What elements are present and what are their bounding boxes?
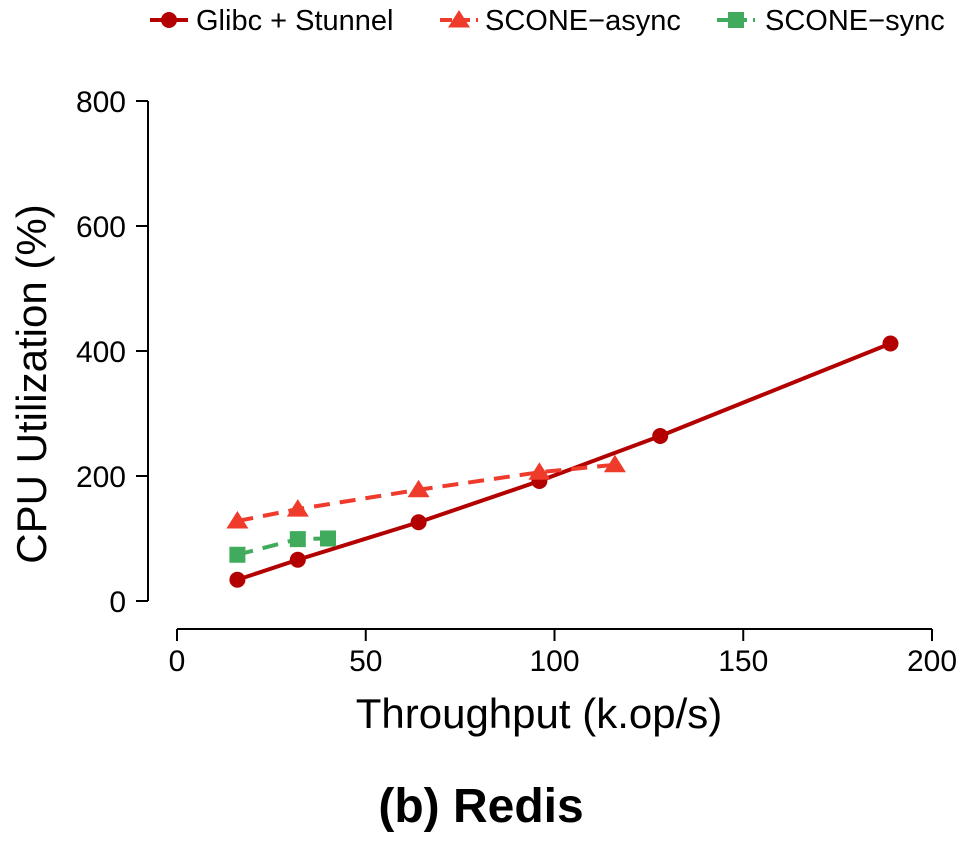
data-point-1-1 (286, 499, 309, 517)
y-axis-title: CPU Utilization (%) (8, 204, 55, 563)
y-tick-label: 0 (109, 586, 126, 619)
data-point-0-4 (652, 428, 669, 444)
chart-caption: (b) Redis (378, 780, 583, 833)
series-0 (229, 335, 899, 588)
x-tick-label: 50 (349, 645, 382, 678)
data-point-1-2 (407, 479, 430, 498)
data-point-0-2 (410, 514, 427, 531)
data-point-1-4 (603, 454, 626, 473)
x-tick-label: 150 (718, 645, 768, 678)
data-point-0-1 (289, 551, 306, 568)
x-axis-title: Throughput (k.op/s) (356, 690, 723, 737)
y-tick-label: 800 (76, 86, 126, 119)
x-ticks: 0 50 100 150 200 (169, 629, 957, 678)
data-point-2-1 (289, 531, 306, 548)
x-tick-label: 100 (529, 645, 579, 678)
data-point-0-0 (229, 571, 246, 588)
y-tick-label: 400 (76, 336, 126, 369)
series-line-2 (236, 536, 329, 557)
data-point-1-3 (528, 462, 551, 480)
y-axis: 0 200 400 600 800 (76, 86, 149, 619)
data-point-0-5 (882, 335, 899, 352)
legend-label-2: SCONE−sync (765, 5, 945, 37)
y-ticks: 0 200 400 600 800 (76, 86, 148, 619)
data-point-1-0 (226, 511, 249, 529)
legend: Glibc + Stunnel SCONE−async SCONE−sync (150, 5, 945, 37)
legend-marker-0 (161, 12, 177, 28)
series-1 (226, 454, 626, 529)
x-tick-label: 200 (907, 645, 957, 678)
plot-area (226, 335, 899, 588)
legend-item-1: SCONE−async (440, 5, 681, 37)
legend-label-0: Glibc + Stunnel (196, 5, 393, 37)
legend-marker-2 (728, 12, 744, 28)
legend-symbol-0 (150, 12, 188, 28)
x-tick-label: 0 (169, 645, 186, 678)
series-line-0 (236, 341, 892, 582)
legend-item-2: SCONE−sync (717, 5, 945, 37)
data-point-2-2 (320, 530, 336, 547)
legend-marker-1 (448, 10, 470, 28)
legend-item-0: Glibc + Stunnel (150, 5, 393, 37)
legend-label-1: SCONE−async (485, 5, 681, 37)
y-tick-label: 200 (76, 461, 126, 494)
x-axis: 0 50 100 150 200 (169, 628, 957, 678)
legend-symbol-2 (717, 12, 755, 28)
y-tick-label: 600 (76, 211, 126, 244)
legend-symbol-1 (440, 10, 478, 28)
data-point-2-0 (229, 546, 246, 563)
series-2 (229, 530, 336, 563)
